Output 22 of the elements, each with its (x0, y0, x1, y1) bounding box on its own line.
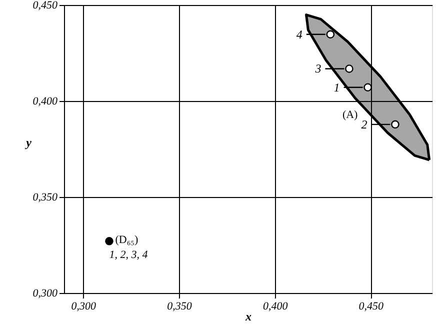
y-tick-label: 0,450 (32, 0, 58, 12)
x-tick-label: 0,350 (167, 300, 192, 312)
annotation: 2 (361, 117, 368, 132)
annotation: 1, 2, 3, 4 (109, 249, 148, 262)
x-tick-label: 0,300 (71, 300, 97, 312)
y-tick-label: 0,300 (32, 288, 58, 300)
y-tick-label: 0,350 (32, 192, 58, 204)
y-tick-label: 0,400 (32, 96, 58, 108)
annotation: 4 (296, 27, 302, 42)
x-axis-title: x (244, 310, 252, 324)
point (391, 120, 400, 129)
annotation: 3 (314, 62, 322, 76)
y-axis-title: y (24, 136, 32, 150)
point (105, 237, 114, 246)
series-label: (D₆₅) (115, 234, 139, 246)
point (364, 83, 372, 92)
point (345, 64, 354, 73)
annotation: 1 (334, 80, 340, 94)
point (326, 30, 335, 39)
x-tick-label: 0,450 (358, 300, 384, 312)
series-label: (A) (342, 108, 358, 121)
x-tick-label: 0,400 (262, 300, 288, 312)
